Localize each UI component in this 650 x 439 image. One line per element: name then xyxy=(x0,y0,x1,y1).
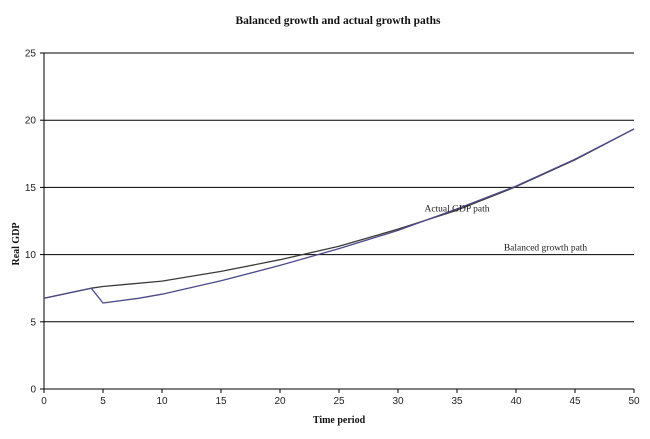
x-axis-label: Time period xyxy=(313,415,366,426)
annotation-balanced-growth-path: Balanced growth path xyxy=(504,244,588,254)
y-tick-label-20: 20 xyxy=(25,116,37,127)
y-tick-label-0: 0 xyxy=(30,385,36,396)
y-tick-label-15: 15 xyxy=(25,183,37,194)
y-tick-label-25: 25 xyxy=(25,49,37,60)
x-tick-label-35: 35 xyxy=(451,396,463,407)
annotations: Actual GDP path Balanced growth path xyxy=(424,205,587,254)
y-tick-label-10: 10 xyxy=(25,250,37,261)
x-tick-label-0: 0 xyxy=(41,396,47,407)
x-tick-label-30: 30 xyxy=(392,396,404,407)
y-tick-labels: 0 5 10 15 20 25 xyxy=(25,49,37,396)
series-line-actual-gdp-path xyxy=(43,128,635,304)
x-tick-label-25: 25 xyxy=(333,396,345,407)
x-tick-label-10: 10 xyxy=(156,396,168,407)
x-tick-label-50: 50 xyxy=(628,396,640,407)
x-tick-label-40: 40 xyxy=(510,396,522,407)
series-group xyxy=(43,128,635,304)
series-line-balanced-growth-path xyxy=(43,128,635,299)
chart-title: Balanced growth and actual growth paths xyxy=(235,15,441,27)
x-tick-label-5: 5 xyxy=(100,396,106,407)
x-tick-label-15: 15 xyxy=(215,396,227,407)
annotation-actual-gdp-path: Actual GDP path xyxy=(424,205,489,215)
x-tick-label-20: 20 xyxy=(274,396,286,407)
grid xyxy=(44,52,634,323)
y-axis-label: Real GDP xyxy=(11,222,22,265)
x-tick-labels: 0 5 10 15 20 25 30 35 40 45 50 xyxy=(41,396,640,407)
axes xyxy=(40,52,635,393)
x-tick-label-45: 45 xyxy=(569,396,581,407)
y-tick-label-5: 5 xyxy=(30,317,36,328)
